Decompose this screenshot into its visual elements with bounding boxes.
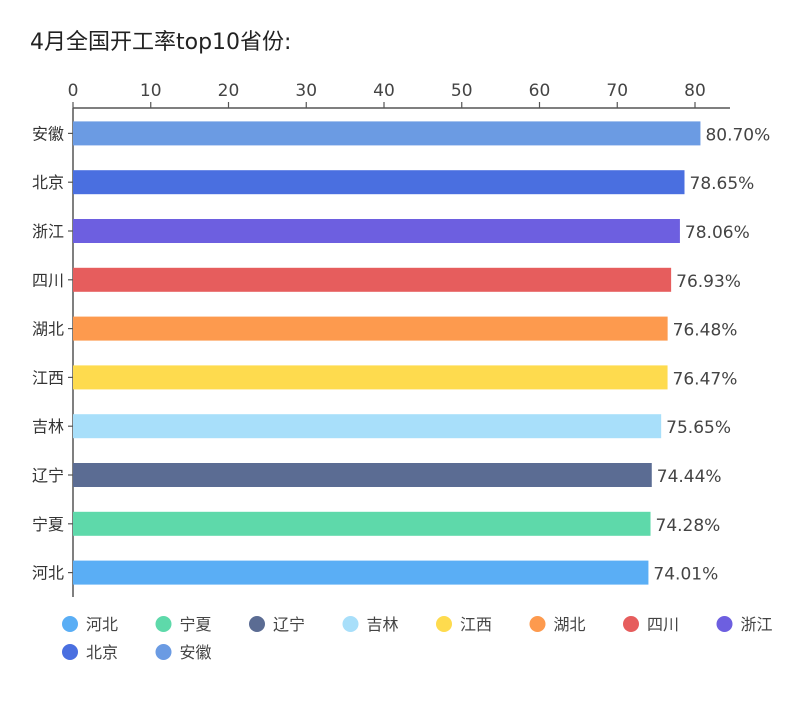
- data-label: 80.70%: [705, 125, 770, 145]
- legend-item: 湖北: [554, 615, 586, 634]
- category-label: 河北: [32, 564, 64, 583]
- x-tick-label: 10: [140, 81, 162, 101]
- bar-河北: [73, 560, 649, 585]
- legend-marker: [342, 616, 359, 632]
- legend-item: 浙江: [741, 615, 773, 634]
- bar-浙江: [73, 219, 680, 243]
- legend-marker: [529, 616, 546, 632]
- data-label: 76.48%: [673, 321, 738, 341]
- bar-吉林: [73, 414, 662, 439]
- category-label: 四川: [32, 271, 64, 290]
- data-label: 78.65%: [690, 174, 755, 194]
- bar-辽宁: [73, 463, 652, 487]
- bar-宁夏: [73, 511, 651, 536]
- legend-marker: [249, 616, 265, 632]
- x-tick-label: 30: [295, 81, 317, 101]
- category-label: 宁夏: [32, 515, 64, 534]
- legend-item: 河北: [86, 615, 118, 634]
- legend-item: 四川: [647, 615, 679, 634]
- data-label: 78.06%: [685, 223, 750, 243]
- x-tick-label: 40: [373, 81, 395, 101]
- x-tick-label: 0: [68, 81, 79, 101]
- legend-marker: [62, 644, 78, 660]
- data-label: 76.93%: [676, 272, 741, 292]
- data-label: 74.28%: [656, 516, 721, 536]
- legend-marker: [436, 616, 452, 632]
- chart-title: 4月全国开工率top10省份:: [30, 30, 292, 55]
- bar-湖北: [73, 316, 668, 341]
- legend-item: 辽宁: [273, 615, 305, 634]
- category-label: 北京: [32, 173, 64, 192]
- x-tick-label: 70: [606, 81, 628, 101]
- bar-安徽: [73, 121, 701, 146]
- category-label: 吉林: [32, 417, 64, 436]
- data-label: 76.47%: [673, 369, 738, 389]
- legend-marker: [62, 616, 78, 632]
- x-tick-label: 80: [684, 81, 706, 101]
- bar-北京: [73, 170, 685, 195]
- legend-item: 江西: [460, 615, 492, 634]
- category-label: 辽宁: [32, 466, 64, 485]
- category-label: 浙江: [32, 222, 64, 241]
- legend-item: 宁夏: [180, 615, 212, 634]
- legend-marker: [716, 616, 733, 632]
- bar-江西: [73, 365, 668, 390]
- legend-marker: [623, 616, 639, 632]
- data-label: 74.01%: [653, 565, 718, 585]
- legend-item: 安徽: [180, 643, 212, 662]
- legend-item: 吉林: [367, 615, 399, 634]
- data-label: 75.65%: [666, 418, 731, 438]
- legend-marker: [155, 644, 172, 660]
- category-label: 湖北: [32, 320, 64, 339]
- x-tick-label: 50: [451, 81, 473, 101]
- legend-item: 北京: [86, 643, 118, 662]
- category-label: 江西: [32, 368, 64, 387]
- category-label: 安徽: [32, 124, 64, 143]
- data-label: 74.44%: [657, 467, 722, 487]
- bar-四川: [73, 267, 672, 292]
- x-tick-label: 60: [529, 81, 551, 101]
- x-tick-label: 20: [218, 81, 240, 101]
- legend-marker: [155, 616, 172, 632]
